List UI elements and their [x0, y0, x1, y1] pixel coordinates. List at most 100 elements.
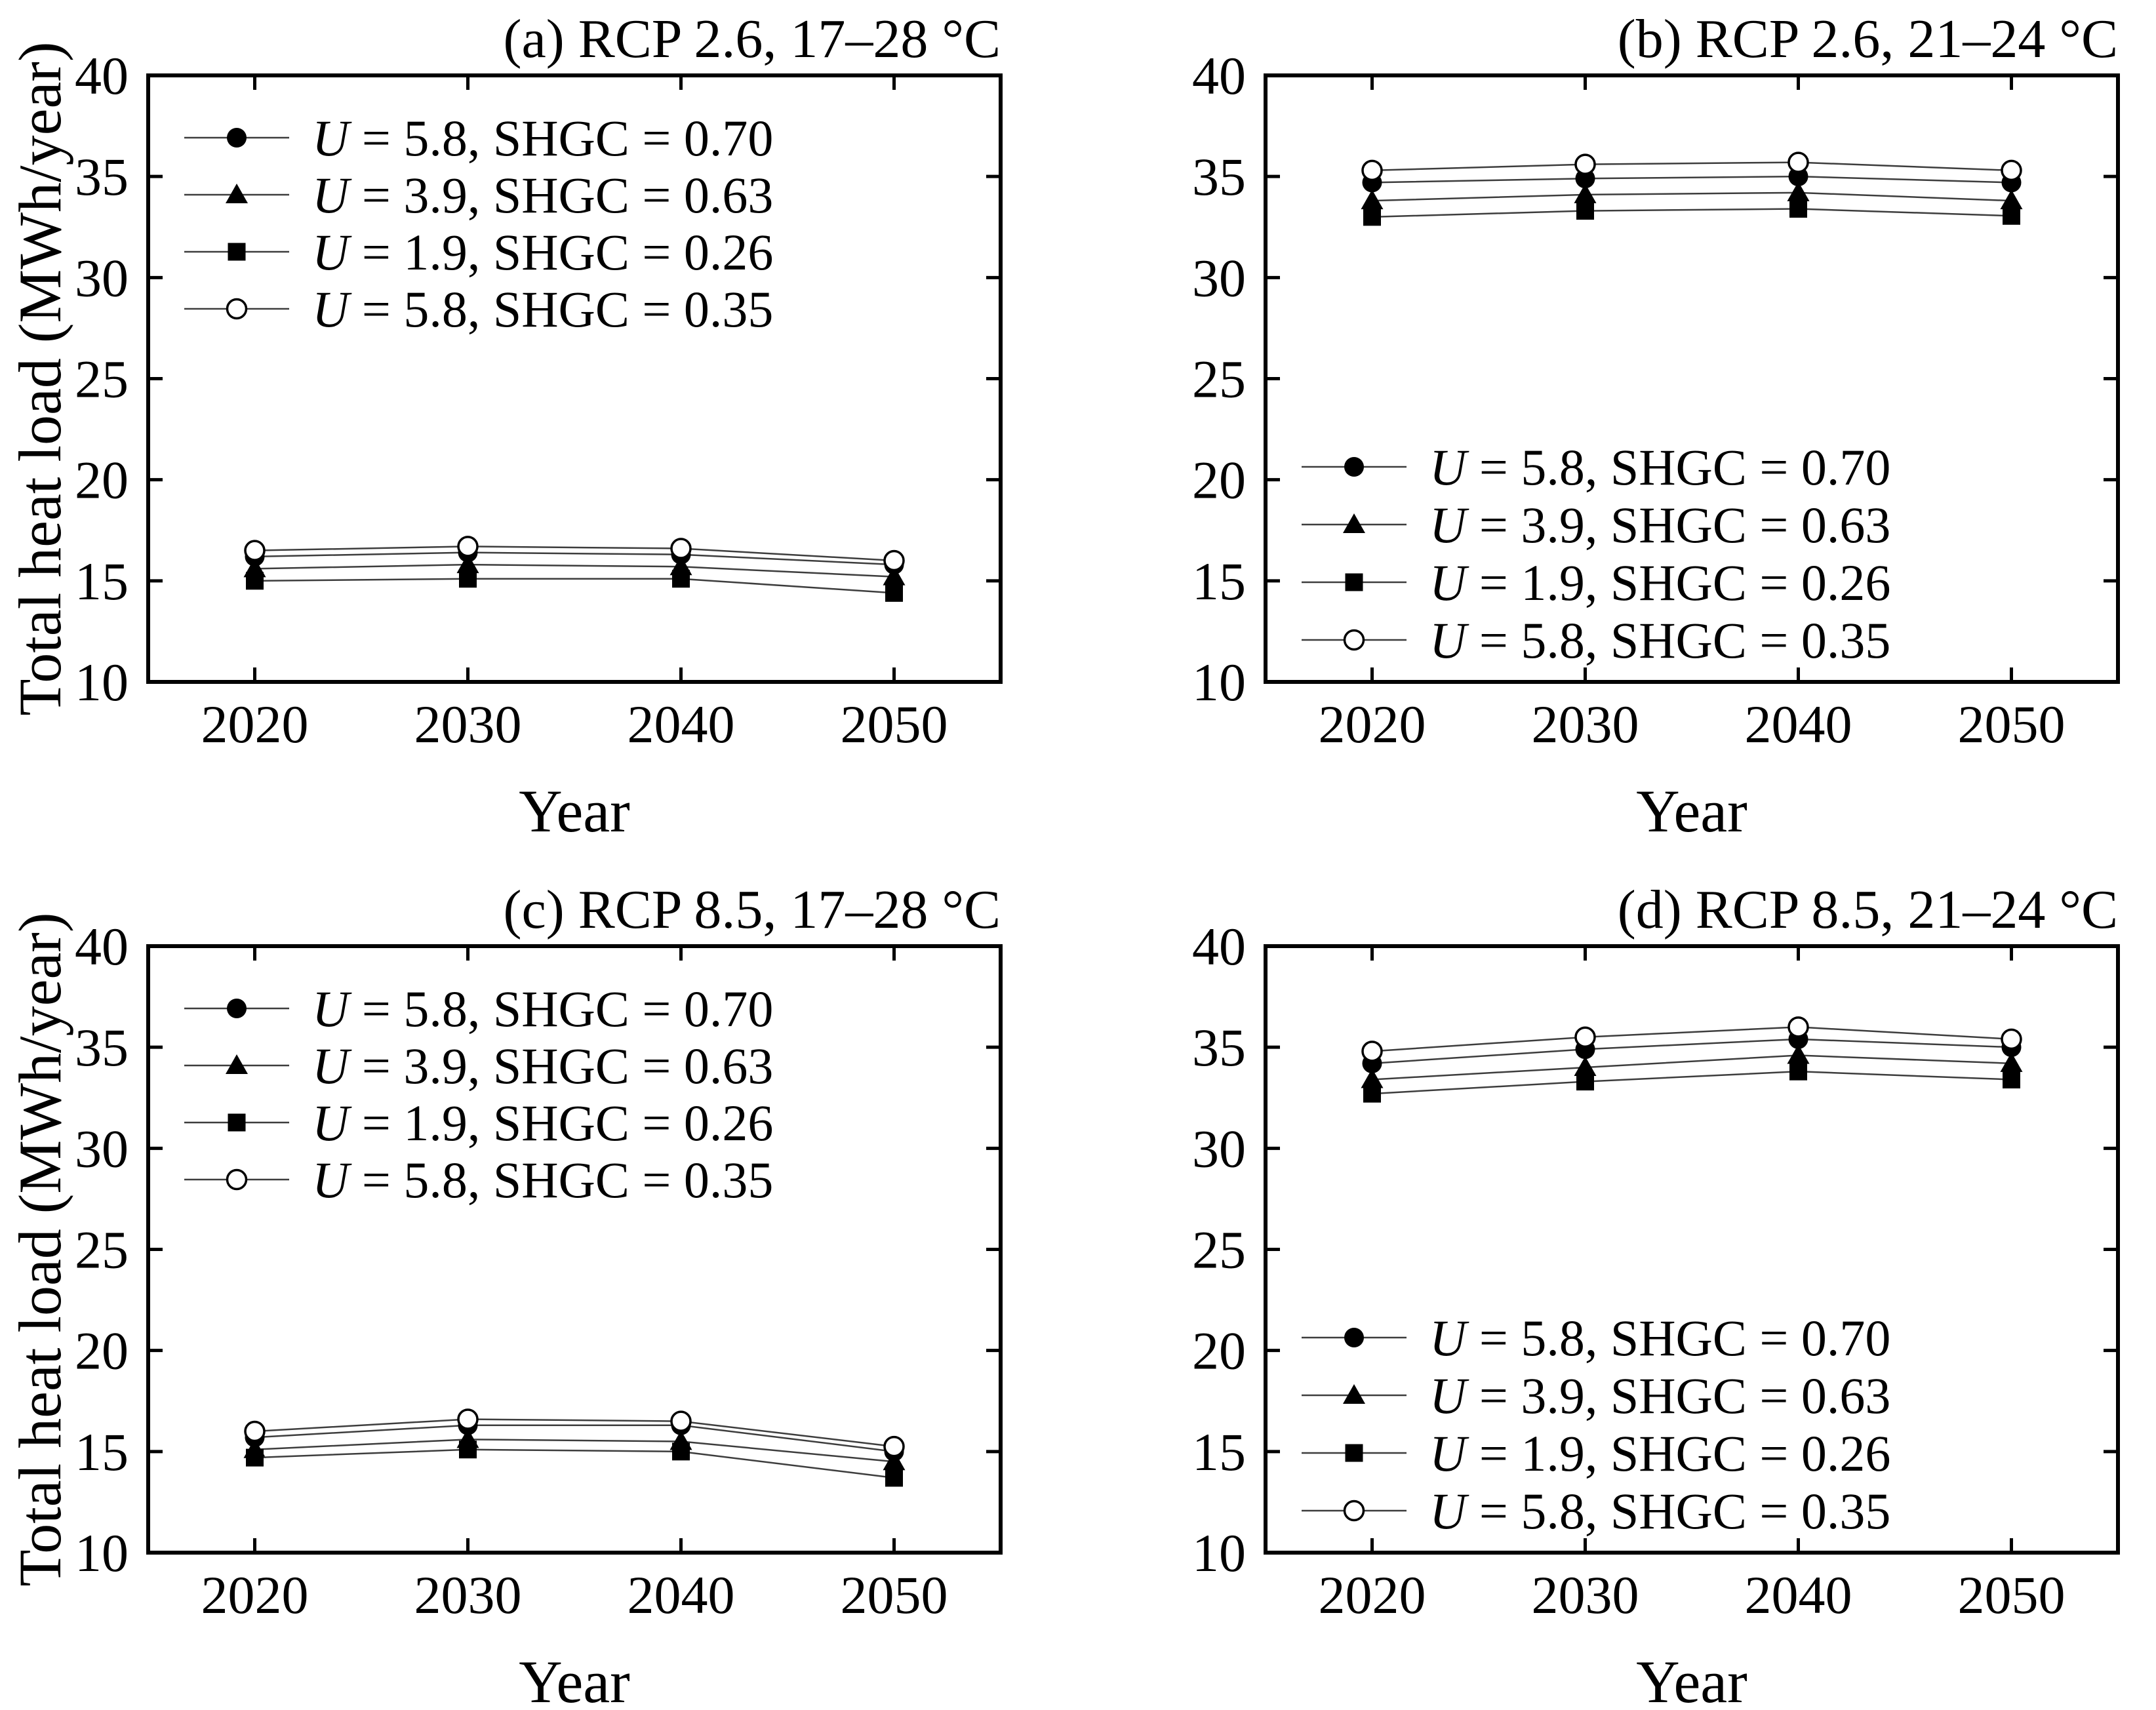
y-axis-label: Total heat load (MWh/year): [7, 912, 73, 1586]
y-tick-label: 25: [75, 349, 129, 409]
x-axis-label: Year: [1636, 1648, 1747, 1710]
x-tick-label: 2030: [414, 1565, 522, 1625]
data-point-filled-triangle: [2000, 1052, 2023, 1072]
legend-label-u-symbol: U: [312, 980, 352, 1037]
data-point-open-circle: [2001, 1028, 2022, 1050]
legend-marker-open-circle: [226, 298, 248, 320]
legend-label-rest: = 3.9, SHGC = 0.63: [349, 167, 773, 224]
panel-title: (d) RCP 8.5, 21–24 °C: [1618, 879, 2118, 940]
legend-label-u-symbol: U: [1429, 1482, 1469, 1540]
legend-label-rest: = 3.9, SHGC = 0.63: [1466, 496, 1890, 553]
y-tick-label: 35: [75, 1018, 129, 1077]
x-tick-label: 2050: [1958, 1565, 2066, 1625]
legend-label-u-symbol: U: [312, 1094, 352, 1151]
y-tick-label: 10: [1192, 652, 1246, 712]
series-line-filled-triangle: [254, 563, 894, 578]
legend-label-rest: = 5.8, SHGC = 0.35: [1466, 1482, 1890, 1540]
legend-label-rest: = 5.8, SHGC = 0.70: [1466, 439, 1890, 496]
legend-label-rest: = 5.8, SHGC = 0.35: [1466, 612, 1890, 669]
data-point-open-circle: [1361, 1041, 1383, 1062]
panel-title: (a) RCP 2.6, 17–28 °C: [503, 9, 1001, 70]
series-line-filled-circle: [254, 551, 894, 566]
legend-label-u-symbol: U: [312, 224, 352, 281]
legend-entry-label: U = 5.8, SHGC = 0.35: [312, 281, 773, 338]
data-point-filled-triangle: [1574, 1056, 1597, 1076]
x-axis-label: Year: [519, 1648, 630, 1710]
data-point-open-circle: [1574, 1026, 1596, 1048]
legend-entry-label: U = 1.9, SHGC = 0.26: [312, 224, 773, 281]
x-tick-label: 2020: [201, 1565, 309, 1625]
legend-marker-filled-triangle: [226, 184, 248, 203]
legend-label-rest: = 3.9, SHGC = 0.63: [349, 1037, 773, 1094]
series-line-open-circle: [1372, 1026, 2012, 1052]
x-tick-label: 2030: [1532, 1565, 1639, 1625]
y-tick-label: 10: [75, 652, 129, 712]
legend-label-rest: = 1.9, SHGC = 0.26: [349, 224, 773, 281]
legend-marker-filled-square: [1345, 573, 1363, 591]
data-point-filled-square: [1363, 208, 1381, 226]
legend-label-u-symbol: U: [312, 1151, 352, 1208]
data-point-filled-triangle: [2000, 189, 2023, 210]
legend-label-u-symbol: U: [1429, 1425, 1469, 1482]
data-point-filled-triangle: [883, 1450, 906, 1471]
data-point-open-circle: [883, 549, 905, 572]
y-tick-label: 10: [75, 1523, 129, 1583]
data-point-filled-square: [672, 570, 690, 588]
data-point-filled-square: [885, 584, 903, 602]
legend-marker-filled-triangle: [1343, 1384, 1365, 1404]
y-tick-label: 40: [1192, 917, 1246, 976]
y-tick-label: 35: [1192, 1018, 1246, 1077]
legend: U = 5.8, SHGC = 0.70U = 3.9, SHGC = 0.63…: [1302, 1309, 1890, 1540]
x-tick-label: 2030: [414, 694, 522, 754]
data-point-filled-square: [246, 1448, 264, 1467]
y-tick-label: 30: [75, 248, 129, 308]
data-point-filled-square: [1363, 1084, 1381, 1103]
data-point-filled-triangle: [1361, 189, 1384, 210]
legend-label-rest: = 1.9, SHGC = 0.26: [349, 1094, 773, 1151]
y-tick-label: 40: [1192, 46, 1246, 106]
legend-label-u-symbol: U: [312, 167, 352, 224]
x-tick-label: 2020: [201, 694, 309, 754]
legend-label-rest: = 5.8, SHGC = 0.35: [349, 1151, 773, 1208]
series-line-filled-square: [254, 1448, 894, 1479]
data-point-filled-square: [885, 1469, 903, 1487]
legend: U = 5.8, SHGC = 0.70U = 3.9, SHGC = 0.63…: [184, 980, 773, 1208]
y-axis-label: Total heat load (MWh/year): [7, 41, 73, 715]
y-tick-label: 20: [1192, 450, 1246, 510]
panel-b: 2020 2030 2040 2050 10 15 20 25 30 35 40 (b) RCP 2.…: [1192, 9, 2120, 845]
y-tick-label: 30: [1192, 248, 1246, 308]
data-point-filled-triangle: [1787, 181, 1810, 201]
legend-label-rest: = 3.9, SHGC = 0.63: [1466, 1367, 1890, 1424]
x-tick-label: 2020: [1319, 694, 1426, 754]
x-tick-label: 2020: [1319, 1565, 1426, 1625]
legend-entry-label: U = 1.9, SHGC = 0.26: [1429, 1425, 1890, 1482]
legend-label-u-symbol: U: [312, 281, 352, 338]
legend-entry-label: U = 5.8, SHGC = 0.35: [312, 1151, 773, 1208]
legend-marker-filled-square: [228, 243, 246, 261]
legend-marker-filled-circle: [1344, 457, 1364, 477]
legend-label-u-symbol: U: [1429, 1367, 1469, 1424]
series-line-filled-triangle: [1372, 191, 2012, 202]
y-tick-label: 40: [75, 46, 129, 106]
x-tick-label: 2040: [628, 694, 735, 754]
panel-a: 2020 2030 2040 2050 10 15 20 25 30 35 40 (a) RCP 2.…: [7, 9, 1003, 845]
legend-marker-open-circle: [1343, 1500, 1365, 1522]
data-point-open-circle: [1787, 151, 1809, 173]
series-line-filled-circle: [1372, 175, 2012, 184]
legend-label-rest: = 5.8, SHGC = 0.70: [349, 109, 773, 167]
y-tick-label: 40: [75, 917, 129, 976]
legend-entry-label: U = 3.9, SHGC = 0.63: [312, 167, 773, 224]
data-point-filled-triangle: [1574, 183, 1597, 203]
x-tick-label: 2030: [1532, 694, 1639, 754]
legend-entry-label: U = 3.9, SHGC = 0.63: [1429, 1367, 1890, 1424]
x-axis-label: Year: [1636, 778, 1747, 845]
panel-c: 2020 2030 2040 2050 10 15 20 25 30 35 40 (c) RCP 8.…: [7, 879, 1003, 1710]
data-point-filled-square: [1576, 1073, 1594, 1091]
series-line-filled-square: [1372, 1070, 2012, 1095]
legend-entry-label: U = 3.9, SHGC = 0.63: [312, 1037, 773, 1094]
data-point-open-circle: [457, 536, 479, 557]
legend-entry-label: U = 1.9, SHGC = 0.26: [1429, 554, 1890, 611]
data-point-open-circle: [670, 1410, 692, 1432]
